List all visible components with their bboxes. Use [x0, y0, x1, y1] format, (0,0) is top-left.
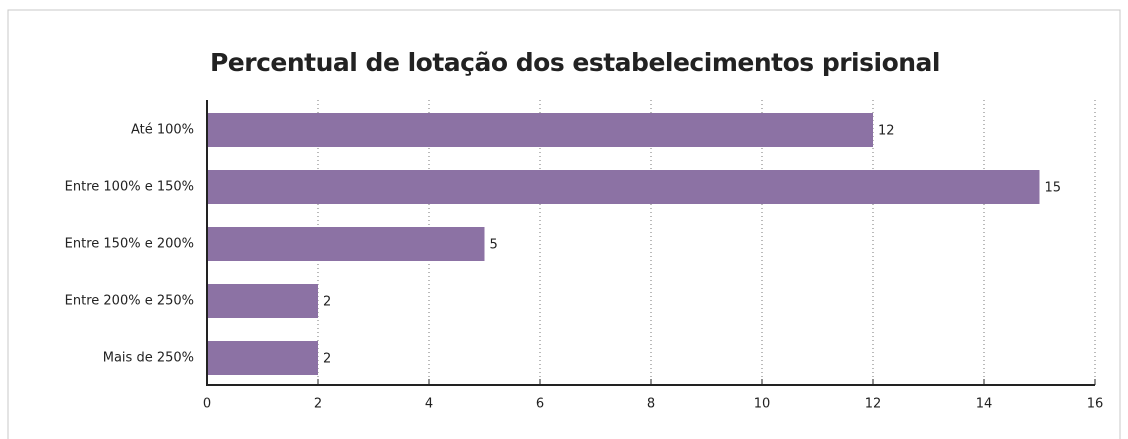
y-tick-label: Mais de 250%	[103, 351, 194, 366]
y-tick-label: Até 100%	[131, 123, 194, 138]
x-tick-label: 12	[865, 397, 882, 412]
bar	[207, 341, 318, 375]
value-label: 15	[1045, 181, 1062, 196]
x-tick-label: 4	[425, 397, 433, 412]
value-label: 2	[323, 295, 331, 310]
value-label: 2	[323, 352, 331, 367]
x-tick-label: 0	[203, 397, 211, 412]
y-tick-label: Entre 150% e 200%	[65, 237, 194, 252]
x-tick-label: 2	[314, 397, 322, 412]
value-label: 12	[878, 124, 895, 139]
x-tick-label: 10	[754, 397, 771, 412]
bar	[207, 113, 873, 147]
x-tick-label: 14	[976, 397, 993, 412]
frame	[7, 9, 1121, 439]
value-label: 5	[490, 238, 498, 253]
bar	[207, 170, 1040, 204]
y-tick-label: Entre 100% e 150%	[65, 180, 194, 195]
bar	[207, 227, 485, 261]
x-tick-label: 8	[647, 397, 655, 412]
bar	[207, 284, 318, 318]
x-tick-label: 6	[536, 397, 544, 412]
chart-title: Percentual de lotação dos estabeleciment…	[210, 48, 940, 77]
y-tick-label: Entre 200% e 250%	[65, 294, 194, 309]
x-tick-label: 16	[1087, 397, 1104, 412]
